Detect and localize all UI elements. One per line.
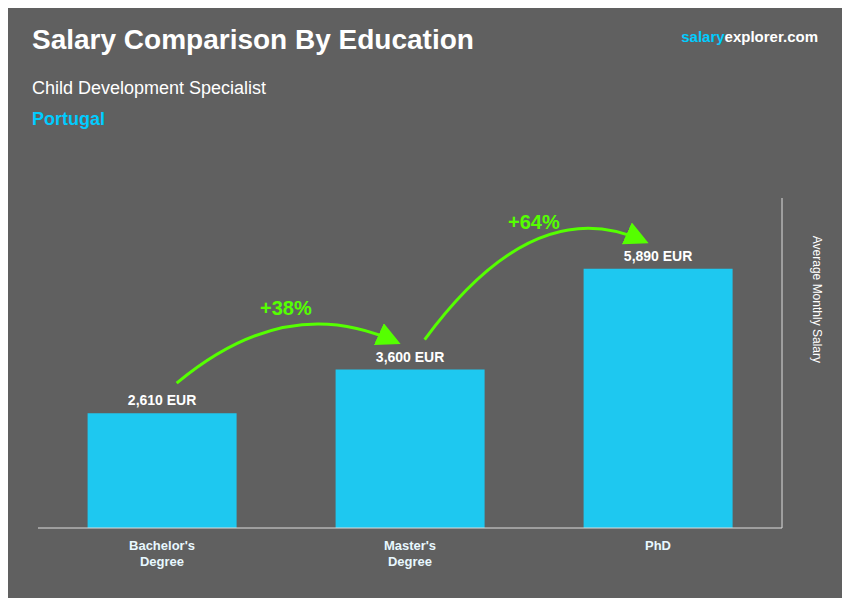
svg-text:Bachelor'sDegree: Bachelor'sDegree (129, 538, 195, 569)
svg-text:2,610 EUR: 2,610 EUR (128, 392, 196, 408)
svg-text:PhD: PhD (645, 538, 671, 553)
svg-text:+64%: +64% (508, 211, 560, 233)
svg-text:Average Monthly Salary: Average Monthly Salary (810, 236, 824, 363)
html-text:salary explorer.com: salary explorer.com (681, 28, 818, 45)
svg-text:Master'sDegree: Master'sDegree (384, 538, 436, 569)
svg-text:3,600 EUR: 3,600 EUR (376, 349, 444, 365)
svg-text:5,890 EUR: 5,890 EUR (624, 248, 692, 264)
html-text:Salary Comparison By Education: Salary Comparison By Education (32, 24, 474, 55)
html-text:Child Development Specialist: Child Development Specialist (32, 78, 267, 98)
svg-text:+38%: +38% (260, 297, 312, 319)
html-text:Portugal: Portugal (32, 109, 105, 129)
